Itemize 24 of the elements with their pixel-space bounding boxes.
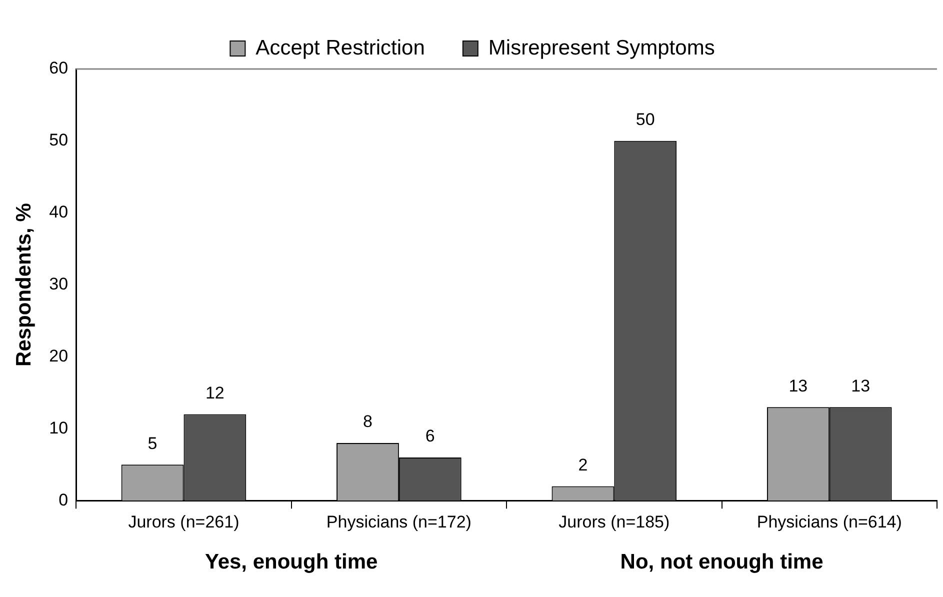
- data-label: 6: [425, 426, 435, 446]
- x-tick-label: Jurors (n=261): [128, 512, 240, 532]
- y-tick-label: 50: [49, 130, 68, 150]
- y-axis-title: Respondents, %: [12, 202, 36, 366]
- x-tick-label: Jurors (n=185): [558, 512, 670, 532]
- x-tick-label: Physicians (n=172): [326, 512, 472, 532]
- y-tick-label: 30: [49, 274, 68, 294]
- data-label: 13: [851, 376, 870, 396]
- text: Yes, enough time: [204, 550, 378, 574]
- legend-label: Accept Restriction: [256, 36, 425, 60]
- y-tick-label: 60: [49, 58, 68, 78]
- data-label: 12: [205, 383, 224, 402]
- y-tick-label: 20: [49, 346, 68, 366]
- y-tick-label: 40: [49, 202, 68, 222]
- data-label: 8: [363, 412, 372, 432]
- data-label: 2: [578, 455, 588, 474]
- legend-label: Misrepresent Symptoms: [488, 36, 715, 60]
- data-label: 50: [636, 110, 655, 130]
- y-tick-label: 0: [58, 490, 68, 510]
- y-tick-label: 10: [49, 418, 68, 438]
- data-label: 5: [148, 434, 158, 453]
- x-tick-label: Physicians (n=614): [756, 512, 902, 532]
- data-label: 13: [788, 376, 808, 396]
- text: No, not enough time: [620, 550, 824, 574]
